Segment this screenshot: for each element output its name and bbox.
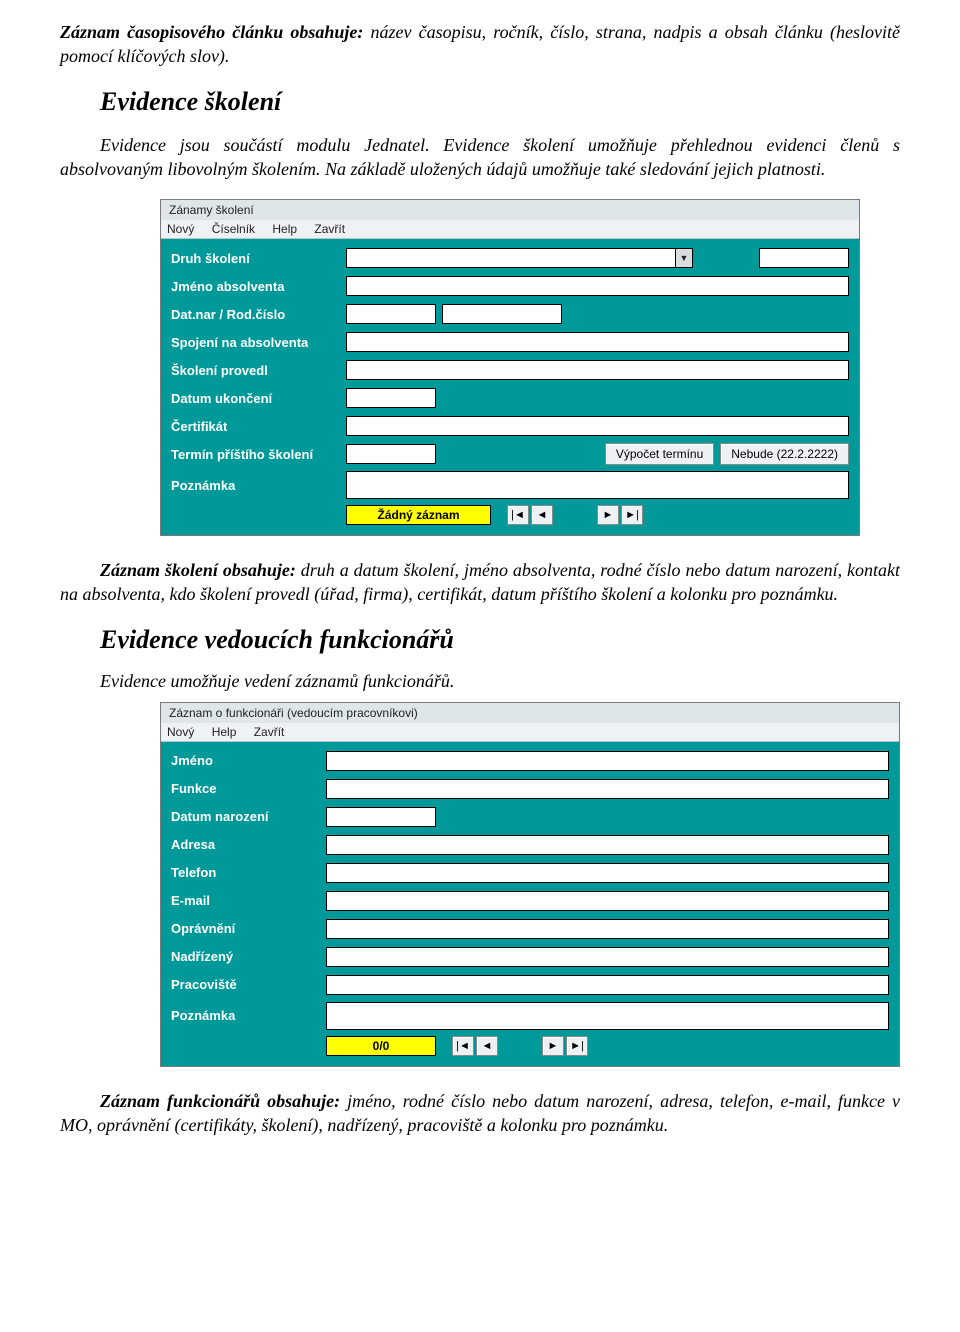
input-telefon[interactable] — [326, 863, 889, 883]
input-termin-pristiho[interactable] — [346, 444, 436, 464]
input-funkce[interactable] — [326, 779, 889, 799]
input-poznamka-2[interactable] — [326, 1002, 889, 1030]
heading-evidence-skoleni: Evidence školení — [100, 87, 900, 117]
label-telefon: Telefon — [171, 865, 326, 880]
input-poznamka[interactable] — [346, 471, 849, 499]
input-spojeni[interactable] — [346, 332, 849, 352]
label-certifikat: Čertifikát — [171, 419, 346, 434]
menu-ciselnik[interactable]: Číselník — [212, 222, 255, 236]
dropdown-arrow-icon[interactable]: ▼ — [675, 248, 693, 268]
p5-lead: Záznam funkcionářů obsahuje: — [100, 1091, 340, 1111]
nav-last-button-2[interactable]: ►| — [566, 1036, 588, 1056]
input-skoleni-provedl[interactable] — [346, 360, 849, 380]
label-pracoviste: Pracoviště — [171, 977, 326, 992]
menubar: Nový Číselník Help Zavřít — [161, 220, 859, 239]
label-skoleni-provedl: Školení provedl — [171, 363, 346, 378]
input-certifikat[interactable] — [346, 416, 849, 436]
menu-novy-2[interactable]: Nový — [167, 725, 194, 739]
label-spojeni: Spojení na absolventa — [171, 335, 346, 350]
button-vypocet-terminu[interactable]: Výpočet termínu — [605, 443, 714, 465]
menu-zavrit[interactable]: Zavřít — [314, 222, 345, 236]
input-rodcislo[interactable] — [442, 304, 562, 324]
label-jmeno: Jméno — [171, 753, 326, 768]
menu-novy[interactable]: Nový — [167, 222, 194, 236]
input-opravneni[interactable] — [326, 919, 889, 939]
label-opravneni: Oprávnění — [171, 921, 326, 936]
label-poznamka-2: Poznámka — [171, 1008, 326, 1023]
window-title-2: Záznam o funkcionáři (vedoucím pracovník… — [161, 703, 899, 723]
input-jmeno[interactable] — [326, 751, 889, 771]
form-body-2: Jméno Funkce Datum narození Adresa Telef… — [161, 742, 899, 1066]
label-datum-ukonceni: Datum ukončení — [171, 391, 346, 406]
label-nadrizeny: Nadřízený — [171, 949, 326, 964]
input-jmeno-absolventa[interactable] — [346, 276, 849, 296]
label-poznamka: Poznámka — [171, 478, 346, 493]
intro-paragraph-1: Záznam časopisového článku obsahuje: náz… — [60, 20, 900, 69]
label-email: E-mail — [171, 893, 326, 908]
official-record-window: Záznam o funkcionáři (vedoucím pracovník… — [160, 702, 900, 1067]
paragraph-3: Záznam školení obsahuje: druh a datum šk… — [60, 558, 900, 607]
menu-help-2[interactable]: Help — [212, 725, 237, 739]
nav-next-button[interactable]: ► — [597, 505, 619, 525]
input-datum-ukonceni[interactable] — [346, 388, 436, 408]
p1-lead: Záznam časopisového článku obsahuje: — [60, 22, 363, 42]
input-adresa[interactable] — [326, 835, 889, 855]
nav-last-button[interactable]: ►| — [621, 505, 643, 525]
paragraph-2: Evidence jsou součástí modulu Jednatel. … — [60, 133, 900, 182]
input-druh-skoleni[interactable] — [346, 248, 676, 268]
window-title: Zánamy školení — [161, 200, 859, 220]
status-counter: 0/0 — [326, 1036, 436, 1056]
nav-next-button-2[interactable]: ► — [542, 1036, 564, 1056]
nav-prev-button-2[interactable]: ◄ — [476, 1036, 498, 1056]
navigation-row: Žádný záznam |◄ ◄ ► ►| — [171, 505, 849, 525]
button-nebude[interactable]: Nebude (22.2.2222) — [720, 443, 849, 465]
nav-prev-button[interactable]: ◄ — [531, 505, 553, 525]
label-datnar-rodcislo: Dat.nar / Rod.číslo — [171, 307, 346, 322]
training-records-window: Zánamy školení Nový Číselník Help Zavřít… — [160, 199, 860, 536]
label-adresa: Adresa — [171, 837, 326, 852]
heading-evidence-funkcionaru: Evidence vedoucích funkcionářů — [100, 625, 900, 655]
nav-first-button-2[interactable]: |◄ — [452, 1036, 474, 1056]
status-zadny-zaznam: Žádný záznam — [346, 505, 491, 525]
label-jmeno-absolventa: Jméno absolventa — [171, 279, 346, 294]
input-email[interactable] — [326, 891, 889, 911]
menubar-2: Nový Help Zavřít — [161, 723, 899, 742]
menu-help[interactable]: Help — [272, 222, 297, 236]
label-termin-pristiho: Termín příštího školení — [171, 447, 346, 462]
menu-zavrit-2[interactable]: Zavřít — [254, 725, 285, 739]
input-pracoviste[interactable] — [326, 975, 889, 995]
label-funkce: Funkce — [171, 781, 326, 796]
paragraph-4: Evidence umožňuje vedení záznamů funkcio… — [100, 671, 900, 692]
navigation-row-2: 0/0 |◄ ◄ ► ►| — [171, 1036, 889, 1056]
nav-first-button[interactable]: |◄ — [507, 505, 529, 525]
input-extra-1[interactable] — [759, 248, 849, 268]
input-datnar[interactable] — [346, 304, 436, 324]
input-nadrizeny[interactable] — [326, 947, 889, 967]
form-body: Druh školení ▼ Jméno absolventa Dat.nar … — [161, 239, 859, 535]
label-datum-narozeni: Datum narození — [171, 809, 326, 824]
p3-lead: Záznam školení obsahuje: — [100, 560, 296, 580]
paragraph-5: Záznam funkcionářů obsahuje: jméno, rodn… — [60, 1089, 900, 1138]
input-datum-narozeni[interactable] — [326, 807, 436, 827]
label-druh-skoleni: Druh školení — [171, 251, 346, 266]
